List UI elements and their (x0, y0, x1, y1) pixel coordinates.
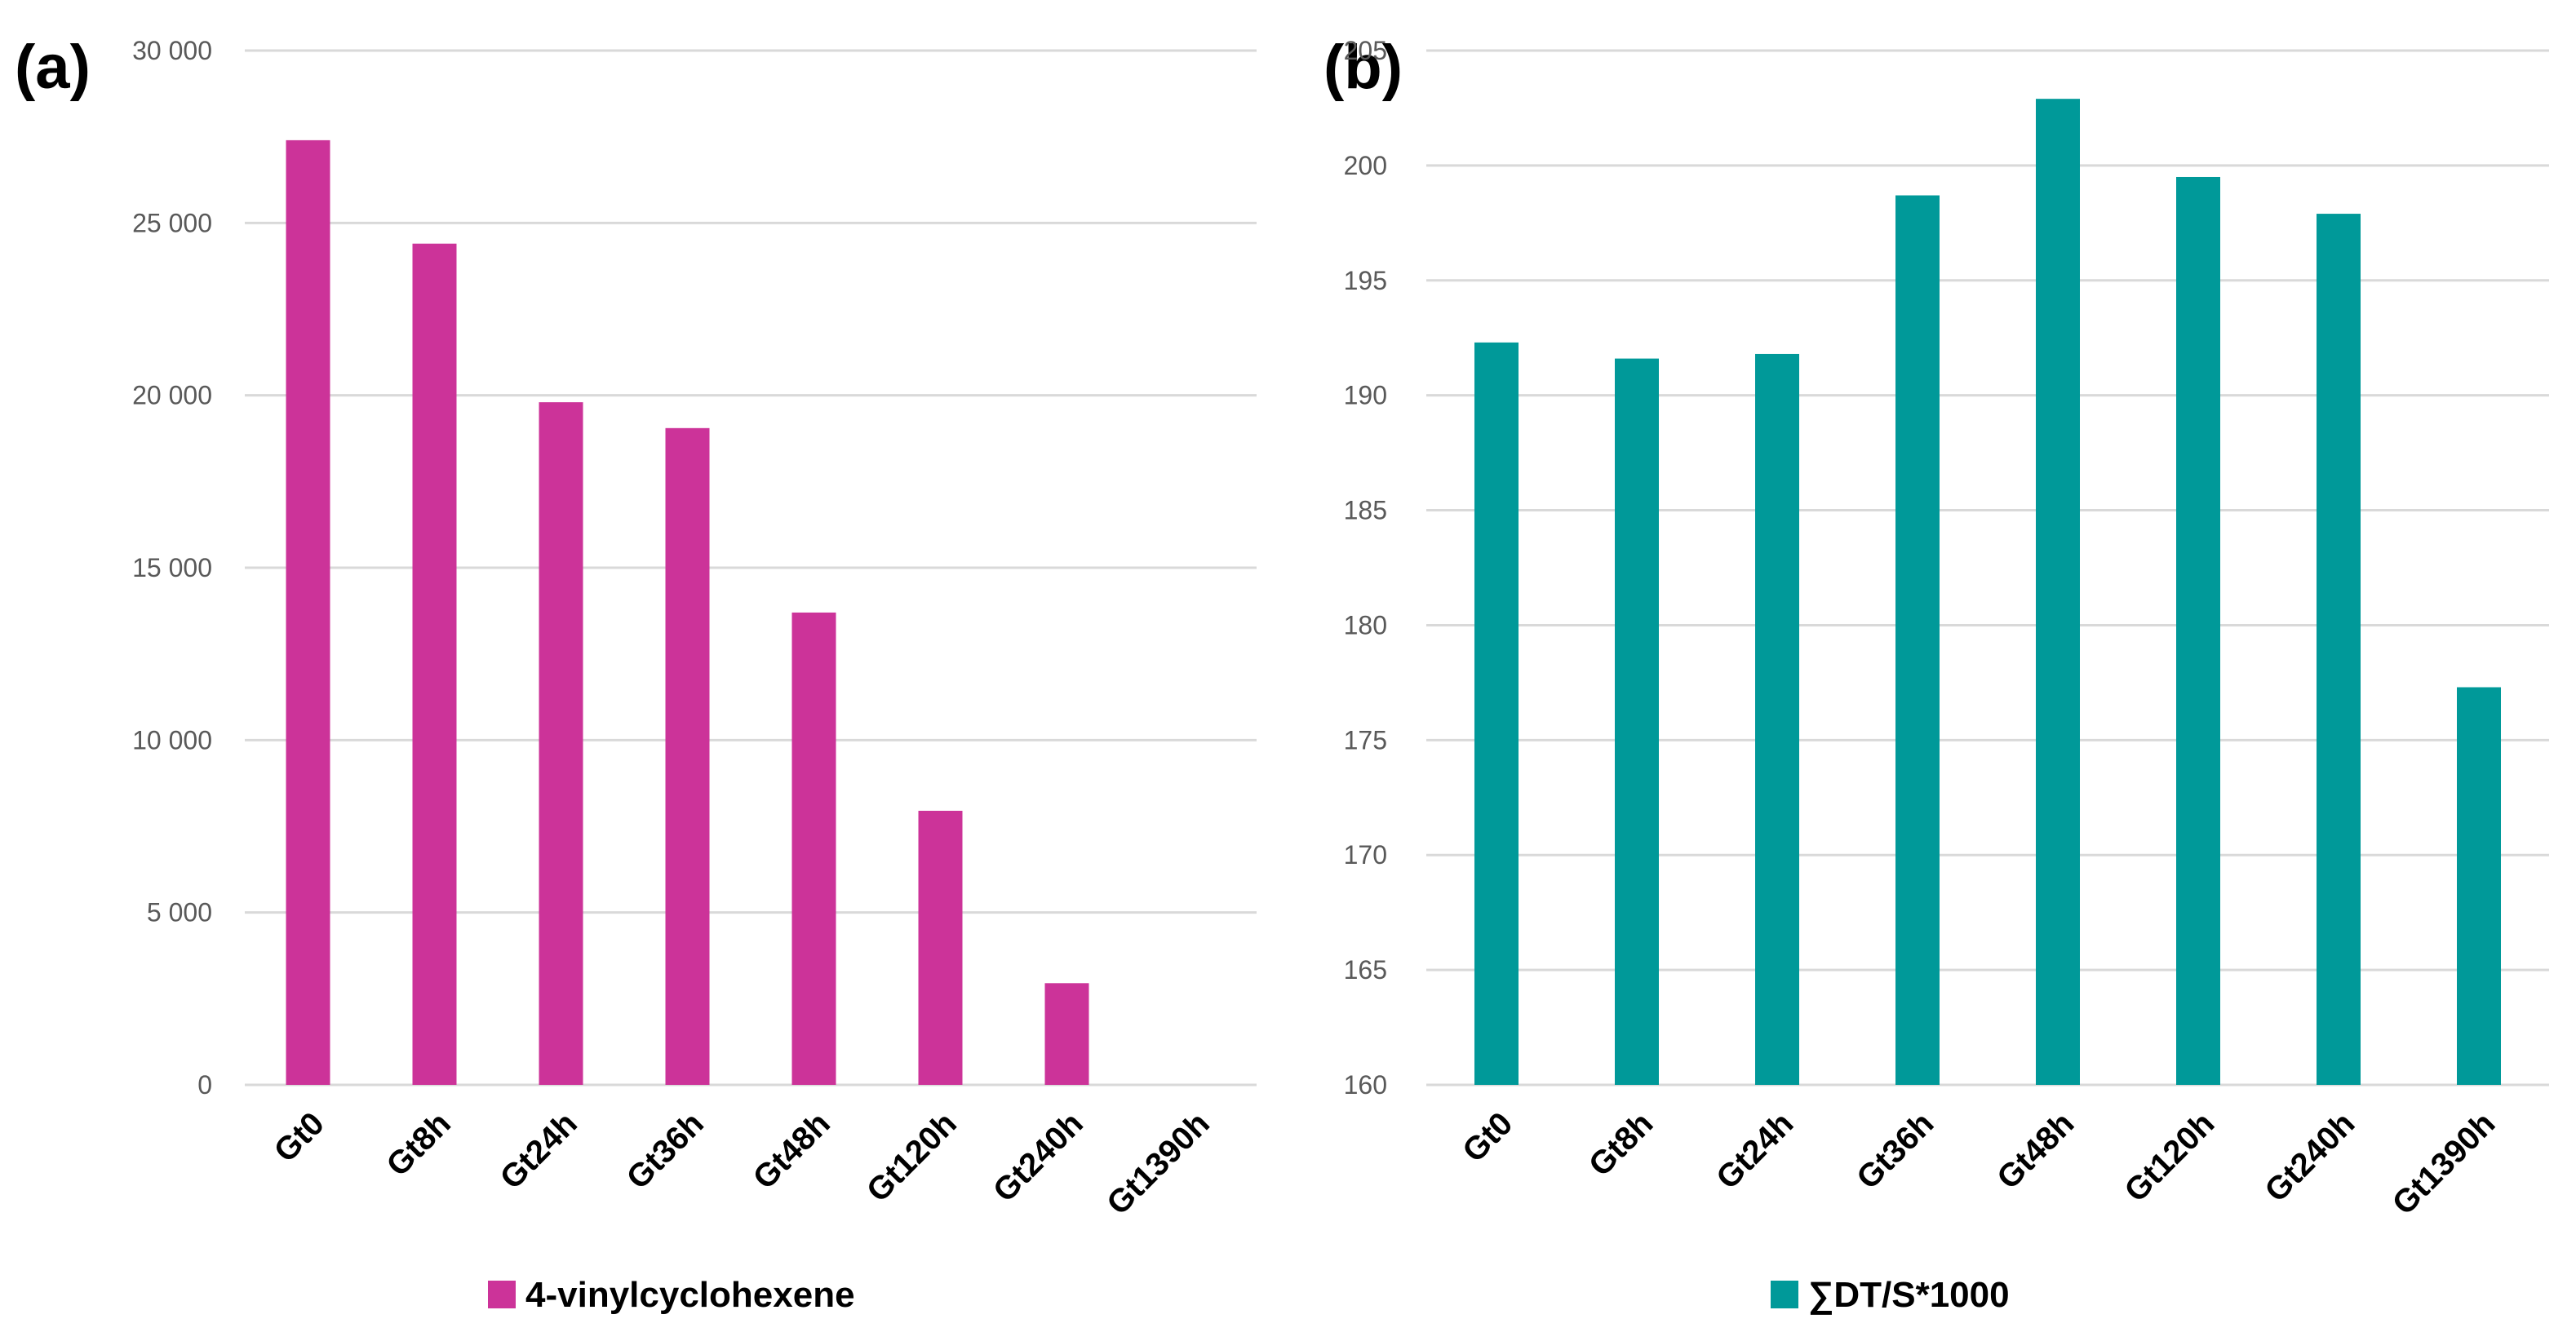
a-y-tick-label: 20 000 (132, 381, 212, 410)
b-bar-gt24h (1755, 353, 1799, 1085)
b-y-tick-label: 175 (1344, 725, 1387, 755)
a-bar-gt48h (791, 612, 836, 1085)
b-bar-gt48h (2036, 99, 2080, 1085)
legend-a: 4-vinylcyclohexene (488, 1275, 855, 1315)
b-y-tick-label: 190 (1344, 381, 1387, 410)
legend-swatch-a (488, 1281, 516, 1308)
a-category-label: Gt48h (747, 1105, 837, 1196)
b-y-tick-label: 165 (1344, 955, 1387, 985)
a-bar-gt24h (539, 402, 583, 1085)
chart-panel-b: (b) 160 165 170 175 180 185 190 195 200 205 Gt0 Gt… (1323, 33, 2549, 1315)
b-bar-gt1390h (2457, 687, 2501, 1085)
a-bar-gt0 (286, 139, 330, 1086)
b-category-label: Gt8h (1582, 1105, 1660, 1184)
a-bar-gt36h (665, 427, 710, 1085)
chart-panel-a: (a) 0 5 000 10 000 15 000 20 000 25 000 30 000… (15, 33, 1257, 1315)
a-y-tick-label: 30 000 (132, 36, 212, 65)
b-bar-gt36h (1895, 195, 1940, 1085)
b-y-tick-label: 205 (1344, 36, 1387, 65)
a-y-tick-label: 25 000 (132, 208, 212, 237)
a-category-label: Gt240h (987, 1105, 1090, 1209)
b-category-label: Gt36h (1850, 1105, 1940, 1196)
legend-b: ∑DT/S*1000 (1771, 1275, 2010, 1315)
a-category-label: Gt36h (620, 1105, 711, 1196)
a-y-tick-label: 10 000 (132, 725, 212, 755)
a-y-tick-label: 0 (197, 1070, 212, 1100)
a-bar-gt8h (412, 243, 457, 1085)
a-category-label: Gt1390h (1100, 1105, 1217, 1222)
legend-swatch-b (1771, 1281, 1798, 1308)
b-bar-gt8h (1615, 358, 1659, 1085)
panel-label-b: (b) (1323, 33, 1403, 102)
b-category-label: Gt48h (1990, 1105, 2081, 1196)
a-category-label: Gt0 (268, 1105, 331, 1169)
b-y-tick-label: 185 (1344, 496, 1387, 525)
a-y-tick-label: 15 000 (132, 553, 212, 582)
a-category-label: Gt120h (860, 1105, 964, 1209)
b-bar-gt120h (2176, 176, 2220, 1085)
b-y-tick-label: 195 (1344, 266, 1387, 295)
b-category-label: Gt0 (1456, 1105, 1519, 1169)
b-bar-gt0 (1474, 342, 1519, 1085)
b-category-label: Gt120h (2117, 1105, 2221, 1209)
a-bar-gt240h (1044, 983, 1089, 1085)
a-category-label: Gt24h (494, 1105, 584, 1196)
b-bar-gt240h (2317, 214, 2361, 1085)
b-y-tick-label: 170 (1344, 840, 1387, 870)
a-bar-gt120h (918, 810, 963, 1085)
legend-label-b: ∑DT/S*1000 (1808, 1275, 2010, 1315)
panel-label-a: (a) (15, 33, 91, 102)
b-category-label: Gt1390h (2386, 1105, 2503, 1222)
legend-label-a: 4-vinylcyclohexene (525, 1275, 855, 1315)
a-y-tick-label: 5 000 (147, 898, 212, 927)
b-y-tick-label: 160 (1344, 1070, 1387, 1100)
b-category-label: Gt240h (2258, 1105, 2361, 1209)
b-y-tick-label: 200 (1344, 151, 1387, 180)
a-category-label: Gt8h (379, 1105, 458, 1184)
b-category-label: Gt24h (1709, 1105, 1800, 1196)
b-y-tick-label: 180 (1344, 610, 1387, 640)
